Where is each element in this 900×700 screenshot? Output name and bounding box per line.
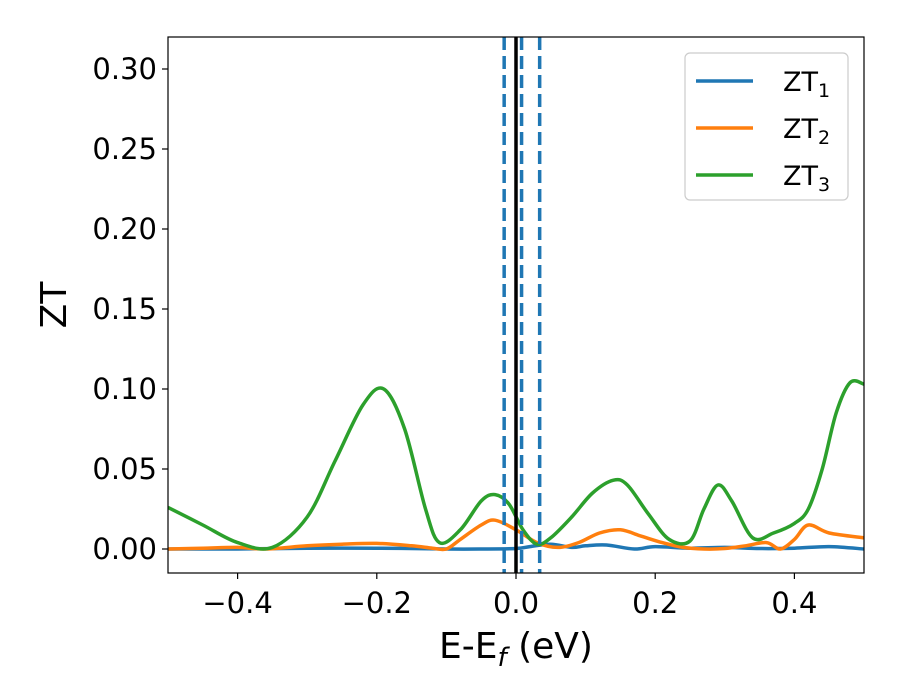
- y-tick-label: 0.05: [92, 452, 157, 486]
- x-tick-label: 0.2: [632, 586, 678, 620]
- x-axis-label: E-Ef (eV): [439, 626, 593, 673]
- x-tick-label: −0.2: [342, 586, 412, 620]
- legend-label-zt1: ZT1: [783, 67, 830, 102]
- y-tick-label: 0.15: [92, 292, 157, 326]
- series-line-zt1: [168, 542, 864, 551]
- y-tick-label: 0.20: [92, 212, 157, 246]
- legend-label-zt2: ZT2: [783, 114, 830, 149]
- x-tick-label: 0.0: [493, 586, 539, 620]
- legend: ZT1 ZT2 ZT3: [684, 52, 849, 201]
- y-tick-label: 0.00: [92, 532, 157, 566]
- legend-label-zt3: ZT3: [783, 161, 830, 196]
- y-tick-label: 0.10: [92, 372, 157, 406]
- x-tick-label: −0.4: [202, 586, 272, 620]
- tick-group: −0.4 −0.2 0.0 0.2 0.4 0.00 0.05 0.10 0.15 0.20 0.2…: [92, 52, 817, 620]
- y-tick-label: 0.30: [92, 52, 157, 86]
- series-line-zt3: [168, 379, 864, 551]
- y-tick-label: 0.25: [92, 132, 157, 166]
- y-axis-label: ZT: [34, 281, 75, 329]
- legend-box: [684, 52, 849, 201]
- series-line-zt2: [168, 518, 864, 552]
- plot-area: [168, 37, 864, 573]
- x-tick-label: 0.4: [771, 586, 817, 620]
